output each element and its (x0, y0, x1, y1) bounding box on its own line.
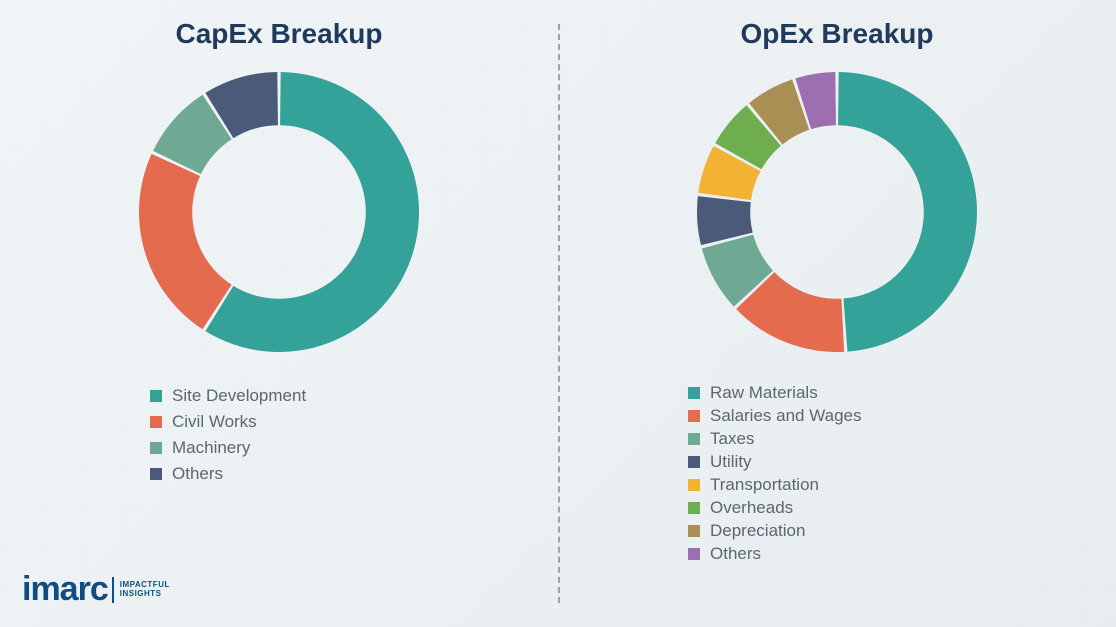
legend-label: Salaries and Wages (710, 406, 862, 426)
legend-label: Others (710, 544, 761, 564)
capex-panel: CapEx Breakup Site Development Civil Work… (0, 0, 558, 627)
legend-swatch (150, 390, 162, 402)
logo-tagline-line2: INSIGHTS (120, 589, 162, 598)
legend-label: Transportation (710, 475, 819, 495)
legend-label: Depreciation (710, 521, 805, 541)
legend-label: Civil Works (172, 412, 257, 432)
logo-brand-text: imarc (22, 570, 108, 609)
legend-swatch (150, 416, 162, 428)
opex-legend: Raw Materials Salaries and Wages Taxes Util… (688, 380, 862, 567)
logo-tagline-line1: IMPACTFUL (120, 580, 170, 589)
legend-swatch (150, 468, 162, 480)
legend-item: Others (150, 464, 306, 484)
legend-item: Utility (688, 452, 862, 472)
legend-swatch (688, 456, 700, 468)
legend-item: Site Development (150, 386, 306, 406)
legend-item: Depreciation (688, 521, 862, 541)
capex-legend: Site Development Civil Works Machinery Othe… (150, 380, 306, 490)
legend-item: Taxes (688, 429, 862, 449)
legend-swatch (688, 387, 700, 399)
legend-swatch (688, 433, 700, 445)
legend-label: Raw Materials (710, 383, 818, 403)
legend-swatch (688, 525, 700, 537)
opex-panel: OpEx Breakup Raw Materials Salaries and W… (558, 0, 1116, 627)
capex-title: CapEx Breakup (176, 18, 383, 50)
opex-donut-svg (687, 62, 987, 362)
legend-label: Machinery (172, 438, 250, 458)
charts-container: CapEx Breakup Site Development Civil Work… (0, 0, 1116, 627)
capex-donut-chart (129, 62, 429, 362)
legend-label: Others (172, 464, 223, 484)
capex-donut-svg (129, 62, 429, 362)
brand-logo: imarc IMPACTFUL INSIGHTS (22, 570, 170, 609)
legend-item: Transportation (688, 475, 862, 495)
legend-item: Others (688, 544, 862, 564)
legend-swatch (688, 410, 700, 422)
legend-swatch (688, 479, 700, 491)
legend-swatch (688, 502, 700, 514)
legend-item: Overheads (688, 498, 862, 518)
legend-label: Site Development (172, 386, 306, 406)
legend-label: Taxes (710, 429, 754, 449)
opex-title: OpEx Breakup (741, 18, 934, 50)
donut-slice (139, 154, 232, 329)
legend-swatch (150, 442, 162, 454)
legend-item: Machinery (150, 438, 306, 458)
legend-item: Salaries and Wages (688, 406, 862, 426)
legend-label: Overheads (710, 498, 793, 518)
logo-tagline: IMPACTFUL INSIGHTS (120, 581, 170, 599)
donut-slice (838, 72, 977, 352)
logo-separator (112, 577, 114, 603)
legend-label: Utility (710, 452, 752, 472)
legend-item: Civil Works (150, 412, 306, 432)
panel-divider (558, 24, 560, 603)
opex-donut-chart (687, 62, 987, 362)
legend-item: Raw Materials (688, 383, 862, 403)
legend-swatch (688, 548, 700, 560)
